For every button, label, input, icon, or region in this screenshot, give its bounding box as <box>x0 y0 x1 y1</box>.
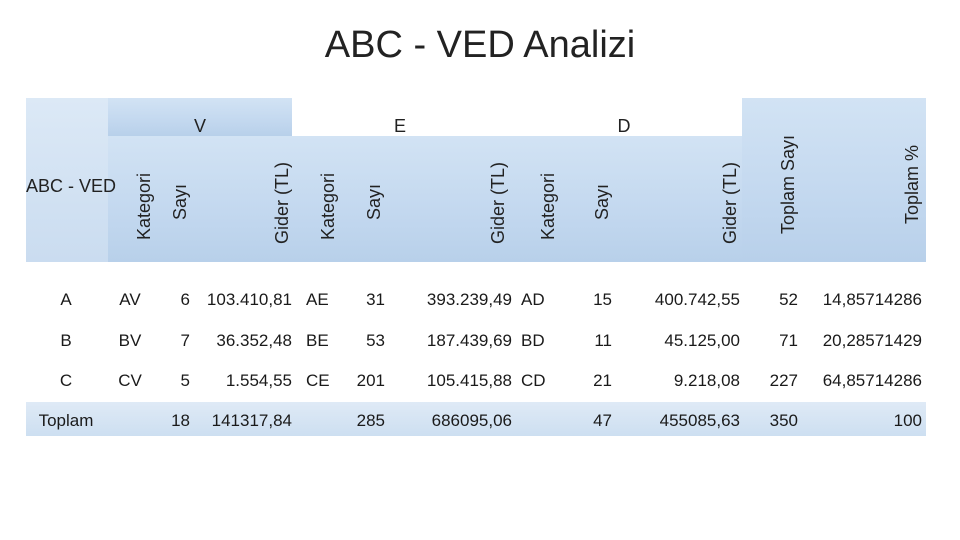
col-header-total-pct: Toplam % <box>902 144 922 224</box>
header-d-group-bg <box>512 98 742 136</box>
cell-total-pct: 64,85714286 <box>822 371 922 390</box>
cell-v-kategori: BV <box>118 331 142 350</box>
col-header-d-sayi: Sayı <box>592 183 612 220</box>
cell-total-count: 52 <box>779 290 798 309</box>
cell-e-kategori: CE <box>306 371 330 390</box>
col-header-v-gider: Gider (TL) <box>272 161 292 244</box>
cell-d-sayi: 15 <box>593 290 612 309</box>
cell-e-gider: 187.439,69 <box>426 331 512 350</box>
cell-d-gider: 400.742,55 <box>654 290 740 309</box>
cell-v-gider: 103.410,81 <box>206 290 292 309</box>
group-label-v: V <box>193 116 206 136</box>
col-header-v-kategori: Kategori <box>134 172 154 240</box>
cell-d-kategori: CD <box>521 371 546 390</box>
cell-total-count: 350 <box>769 411 798 430</box>
cell-v-gider: 1.554,55 <box>225 371 292 390</box>
header-v-group-bg <box>108 98 292 136</box>
col-header-e-kategori: Kategori <box>318 172 338 240</box>
header-e-group-bg <box>292 98 512 136</box>
cell-total-pct: 14,85714286 <box>822 290 922 309</box>
col-header-d-gider: Gider (TL) <box>720 161 740 244</box>
group-label-e: E <box>393 116 406 136</box>
cell-e-gider: 393.239,49 <box>426 290 512 309</box>
total-row-band <box>26 402 926 436</box>
cell-d-gider: 45.125,00 <box>664 331 740 350</box>
cell-abc: C <box>59 371 73 390</box>
cell-v-gider: 36.352,48 <box>216 331 292 350</box>
page-title: ABC - VED Analizi <box>324 24 636 66</box>
cell-total-pct: 100 <box>893 411 922 430</box>
cell-v-kategori: CV <box>118 371 142 390</box>
cell-d-kategori: AD <box>521 290 545 309</box>
header-abc-bg <box>26 98 108 262</box>
cell-d-sayi: 11 <box>594 331 612 350</box>
cell-d-sayi: 21 <box>593 371 612 390</box>
cell-abc: Toplam <box>38 411 94 430</box>
col-header-e-gider: Gider (TL) <box>488 161 508 244</box>
row-header-label: ABC - VED <box>26 176 117 196</box>
cell-e-gider: 686095,06 <box>431 411 512 430</box>
cell-e-sayi: 285 <box>356 411 385 430</box>
col-header-e-sayi: Sayı <box>364 183 384 220</box>
cell-v-sayi: 5 <box>180 371 190 390</box>
cell-total-count: 227 <box>769 371 798 390</box>
cell-d-gider: 455085,63 <box>659 411 740 430</box>
cell-d-sayi: 47 <box>593 411 612 430</box>
header-sub-bg <box>108 136 742 262</box>
cell-e-sayi: 53 <box>366 331 385 350</box>
cell-v-kategori: AV <box>119 290 141 309</box>
cell-e-sayi: 201 <box>356 371 385 390</box>
cell-v-sayi: 7 <box>180 331 190 350</box>
cell-e-kategori: AE <box>306 290 329 309</box>
cell-v-sayi: 18 <box>171 411 190 430</box>
cell-e-kategori: BE <box>306 331 329 350</box>
cell-total-count: 71 <box>779 331 798 350</box>
col-header-total-count: Toplam Sayı <box>778 134 798 234</box>
cell-v-gider: 141317,84 <box>211 411 292 430</box>
cell-total-pct: 20,28571429 <box>822 331 922 350</box>
cell-e-gider: 105.415,88 <box>426 371 512 390</box>
cell-abc: A <box>60 290 72 309</box>
cell-v-sayi: 6 <box>180 290 190 309</box>
group-label-d: D <box>617 116 631 136</box>
col-header-v-sayi: Sayı <box>170 183 190 220</box>
cell-e-sayi: 31 <box>366 290 385 309</box>
col-header-d-kategori: Kategori <box>538 172 558 240</box>
cell-d-gider: 9.218,08 <box>673 371 740 390</box>
cell-d-kategori: BD <box>521 331 545 350</box>
cell-abc: B <box>60 331 72 350</box>
header-totals-bg <box>742 98 926 262</box>
